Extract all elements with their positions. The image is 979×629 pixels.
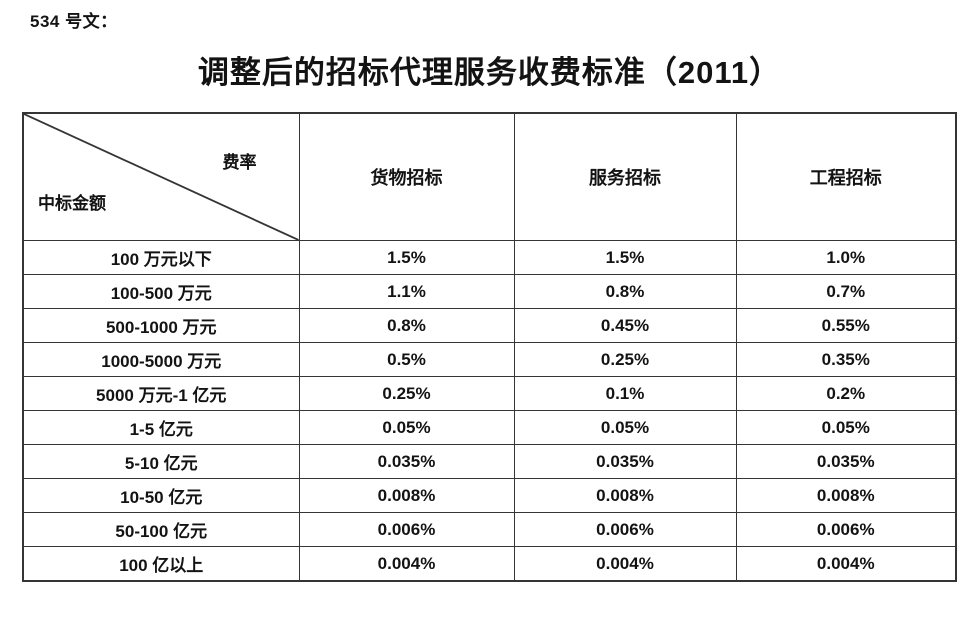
- rate-cell: 0.25%: [513, 342, 737, 377]
- table-row: 1000-5000 万元 0.5% 0.25% 0.35%: [22, 342, 957, 377]
- column-header-services: 服务招标: [513, 112, 737, 241]
- row-label: 1000-5000 万元: [22, 342, 300, 377]
- table-row: 1-5 亿元 0.05% 0.05% 0.05%: [22, 410, 957, 445]
- table-row: 500-1000 万元 0.8% 0.45% 0.55%: [22, 308, 957, 343]
- row-label: 500-1000 万元: [22, 308, 300, 343]
- rate-cell: 0.004%: [513, 546, 737, 582]
- table-row: 100 万元以下 1.5% 1.5% 1.0%: [22, 240, 957, 275]
- table-header-row: 费率 中标金额 货物招标 服务招标 工程招标: [22, 112, 957, 241]
- rate-cell: 0.55%: [735, 308, 957, 343]
- rate-cell: 0.35%: [735, 342, 957, 377]
- rate-cell: 0.25%: [298, 376, 515, 411]
- corner-label-rate: 费率: [222, 153, 257, 172]
- column-header-engineering: 工程招标: [735, 112, 957, 241]
- rate-cell: 0.1%: [513, 376, 737, 411]
- table-row: 5-10 亿元 0.035% 0.035% 0.035%: [22, 444, 957, 479]
- row-label: 100-500 万元: [22, 274, 300, 309]
- rate-cell: 0.006%: [513, 512, 737, 547]
- row-label: 50-100 亿元: [22, 512, 300, 547]
- rate-cell: 0.7%: [735, 274, 957, 309]
- row-label: 10-50 亿元: [22, 478, 300, 513]
- rate-cell: 1.5%: [513, 240, 737, 275]
- rate-cell: 0.004%: [735, 546, 957, 582]
- row-label: 1-5 亿元: [22, 410, 300, 445]
- rate-cell: 0.05%: [298, 410, 515, 445]
- rate-cell: 0.035%: [513, 444, 737, 479]
- corner-label-amount: 中标金额: [38, 194, 106, 213]
- rate-cell: 0.008%: [513, 478, 737, 513]
- row-label: 100 万元以下: [22, 240, 300, 275]
- rate-cell: 0.006%: [735, 512, 957, 547]
- page-title: 调整后的招标代理服务收费标准（2011）: [197, 55, 782, 90]
- corner-header-cell: 费率 中标金额: [22, 112, 300, 241]
- column-header-goods: 货物招标: [298, 112, 515, 241]
- row-label: 5-10 亿元: [22, 444, 300, 479]
- table-row: 50-100 亿元 0.006% 0.006% 0.006%: [22, 512, 957, 547]
- fee-rate-table: 费率 中标金额 货物招标 服务招标 工程招标 100 万元以下 1.5% 1.5…: [22, 112, 957, 582]
- rate-cell: 0.8%: [513, 274, 737, 309]
- row-label: 5000 万元-1 亿元: [22, 376, 300, 411]
- rate-cell: 1.0%: [735, 240, 957, 275]
- rate-cell: 0.5%: [298, 342, 515, 377]
- table-row: 5000 万元-1 亿元 0.25% 0.1% 0.2%: [22, 376, 957, 411]
- rate-cell: 1.5%: [298, 240, 515, 275]
- table-row: 100-500 万元 1.1% 0.8% 0.7%: [22, 274, 957, 309]
- table-row: 10-50 亿元 0.008% 0.008% 0.008%: [22, 478, 957, 513]
- document-number-label: 534 号文：: [30, 12, 118, 31]
- rate-cell: 1.1%: [298, 274, 515, 309]
- rate-cell: 0.004%: [298, 546, 515, 582]
- row-label: 100 亿以上: [22, 546, 300, 582]
- rate-cell: 0.2%: [735, 376, 957, 411]
- rate-cell: 0.8%: [298, 308, 515, 343]
- rate-cell: 0.008%: [735, 478, 957, 513]
- rate-cell: 0.45%: [513, 308, 737, 343]
- rate-cell: 0.008%: [298, 478, 515, 513]
- diagonal-divider-line: [24, 114, 299, 240]
- rate-cell: 0.006%: [298, 512, 515, 547]
- rate-cell: 0.035%: [298, 444, 515, 479]
- table-row: 100 亿以上 0.004% 0.004% 0.004%: [22, 546, 957, 582]
- rate-cell: 0.035%: [735, 444, 957, 479]
- rate-cell: 0.05%: [513, 410, 737, 445]
- rate-cell: 0.05%: [735, 410, 957, 445]
